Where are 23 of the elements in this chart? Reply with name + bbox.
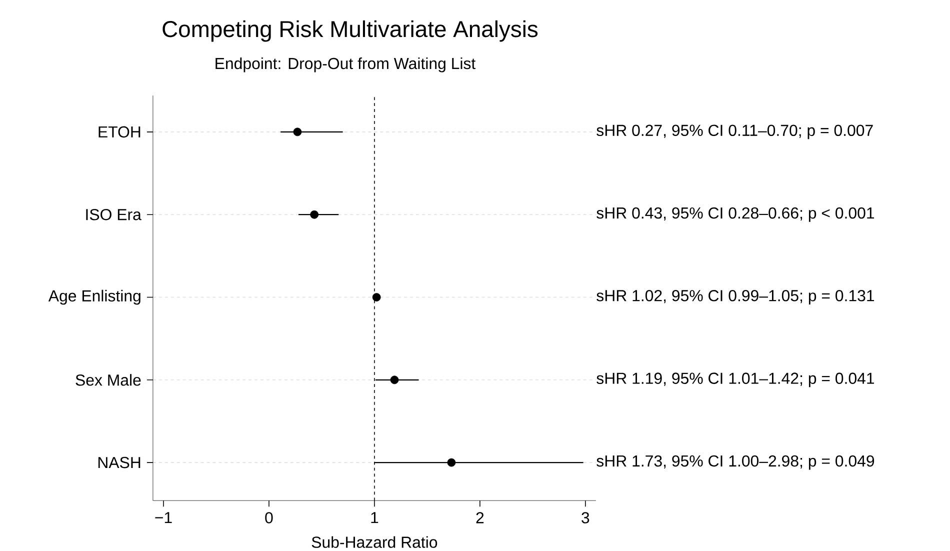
point <box>310 210 319 219</box>
x-tick-label: −1 <box>155 512 172 524</box>
chart-title: Competing Risk Multivariate Analysis <box>162 20 538 42</box>
point <box>372 293 381 302</box>
point <box>293 128 302 136</box>
x-axis-title: Sub-Hazard Ratio <box>312 536 438 548</box>
x-tick-label: 3 <box>582 512 590 524</box>
y-tick-label: ISO Era <box>86 208 142 220</box>
text: sHR 0.27, 95% CI 0.11–0.70; p = 0.007 <box>596 124 873 140</box>
point <box>447 458 456 467</box>
y-tick-label: NASH <box>98 456 140 468</box>
y-tick-label: Sex Male <box>76 374 141 386</box>
text: sHR 1.73, 95% CI 1.00–2.98; p = 0.049 <box>596 455 874 470</box>
text: sHR 0.43, 95% CI 0.28–0.66; p < 0.001 <box>596 207 874 222</box>
x-tick-label: 2 <box>476 512 484 524</box>
x-tick-label: 0 <box>265 512 273 524</box>
chart-subtitle: Endpoint: Drop-Out from Waiting List <box>216 57 476 72</box>
text: sHR 1.02, 95% CI 0.99–1.05; p = 0.131 <box>596 290 874 304</box>
point <box>390 376 399 384</box>
y-tick-label: Age Enlisting <box>48 290 140 305</box>
x-tick-label: 1 <box>371 512 378 524</box>
y-tick-label: ETOH <box>98 126 140 138</box>
text: sHR 1.19, 95% CI 1.01–1.42; p = 0.041 <box>596 372 874 388</box>
